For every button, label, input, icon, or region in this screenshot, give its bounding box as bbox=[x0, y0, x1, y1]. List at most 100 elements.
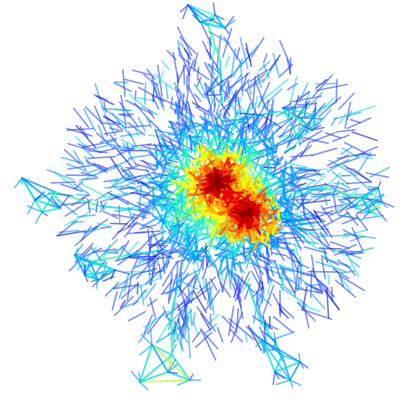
edge bbox=[173, 81, 185, 98]
edge bbox=[99, 226, 111, 229]
edge bbox=[135, 276, 163, 289]
edge bbox=[283, 195, 292, 199]
edge bbox=[230, 48, 237, 79]
edge bbox=[163, 142, 173, 152]
edge bbox=[265, 208, 279, 222]
edge bbox=[233, 115, 250, 122]
edge bbox=[309, 270, 313, 299]
edge bbox=[212, 89, 216, 107]
edge bbox=[153, 159, 166, 167]
edge bbox=[204, 82, 220, 103]
edge bbox=[258, 293, 265, 309]
edge bbox=[171, 344, 177, 353]
edge bbox=[277, 236, 302, 240]
edge bbox=[66, 163, 87, 172]
edge bbox=[268, 195, 277, 208]
edge bbox=[239, 121, 247, 135]
edge bbox=[219, 249, 238, 259]
edge bbox=[351, 226, 364, 251]
edge bbox=[206, 210, 220, 221]
edge bbox=[254, 124, 271, 143]
edge bbox=[305, 173, 326, 176]
edge bbox=[330, 184, 347, 191]
edge bbox=[200, 328, 219, 350]
edge bbox=[63, 149, 81, 165]
edge bbox=[182, 205, 193, 218]
edge bbox=[91, 275, 99, 281]
edge bbox=[74, 252, 85, 256]
edge bbox=[235, 146, 243, 161]
edge bbox=[221, 139, 239, 145]
edge bbox=[294, 176, 303, 186]
edge bbox=[228, 318, 255, 341]
edge bbox=[167, 371, 179, 375]
edge bbox=[195, 146, 208, 162]
edge bbox=[243, 129, 248, 150]
edge bbox=[299, 255, 303, 285]
edge bbox=[110, 177, 120, 184]
edge bbox=[320, 256, 327, 280]
edge bbox=[252, 254, 270, 266]
edge bbox=[199, 115, 213, 125]
edge bbox=[179, 36, 197, 55]
edge bbox=[90, 246, 102, 261]
edge bbox=[214, 246, 240, 256]
edge bbox=[205, 289, 221, 311]
edge bbox=[182, 155, 189, 170]
edge bbox=[297, 102, 318, 106]
edge bbox=[331, 180, 340, 198]
cluster-edge bbox=[139, 344, 153, 383]
edge bbox=[91, 218, 109, 231]
edge bbox=[229, 232, 241, 241]
edge bbox=[122, 176, 145, 185]
edge bbox=[141, 204, 151, 218]
edge bbox=[147, 228, 152, 254]
edge bbox=[133, 259, 146, 269]
edge bbox=[41, 211, 48, 217]
edge bbox=[246, 238, 261, 269]
edge bbox=[132, 213, 147, 219]
edge bbox=[249, 69, 269, 83]
edge bbox=[83, 108, 97, 132]
cluster-edge bbox=[282, 107, 299, 139]
edge bbox=[241, 72, 248, 92]
edge bbox=[220, 196, 232, 201]
edge bbox=[345, 251, 365, 256]
edge bbox=[201, 247, 211, 264]
edge bbox=[278, 123, 300, 138]
edge bbox=[26, 205, 43, 213]
edge bbox=[334, 279, 357, 298]
edge bbox=[333, 195, 338, 214]
edge bbox=[247, 228, 253, 242]
edge bbox=[92, 165, 121, 176]
edge bbox=[227, 305, 235, 337]
edge bbox=[217, 137, 231, 147]
edge bbox=[260, 230, 264, 242]
edge bbox=[308, 232, 336, 253]
edge bbox=[325, 190, 337, 198]
edge bbox=[236, 276, 244, 300]
edge bbox=[159, 239, 172, 244]
edge bbox=[101, 210, 119, 219]
edge bbox=[176, 89, 183, 99]
edge bbox=[253, 224, 263, 237]
edge bbox=[311, 293, 326, 310]
branch-edge bbox=[99, 205, 141, 211]
edge bbox=[186, 249, 197, 256]
edge bbox=[189, 373, 194, 381]
edge bbox=[300, 144, 312, 156]
edge bbox=[92, 248, 117, 254]
edge bbox=[121, 241, 139, 261]
edge bbox=[301, 285, 308, 312]
edge bbox=[84, 106, 102, 123]
edge bbox=[172, 51, 180, 84]
edge bbox=[182, 4, 189, 20]
edge bbox=[381, 201, 395, 208]
edge bbox=[192, 247, 203, 265]
edge bbox=[284, 286, 293, 294]
edge bbox=[262, 172, 273, 177]
edge bbox=[285, 198, 293, 211]
edge bbox=[199, 18, 216, 23]
edge bbox=[264, 125, 274, 139]
edge bbox=[165, 299, 188, 317]
